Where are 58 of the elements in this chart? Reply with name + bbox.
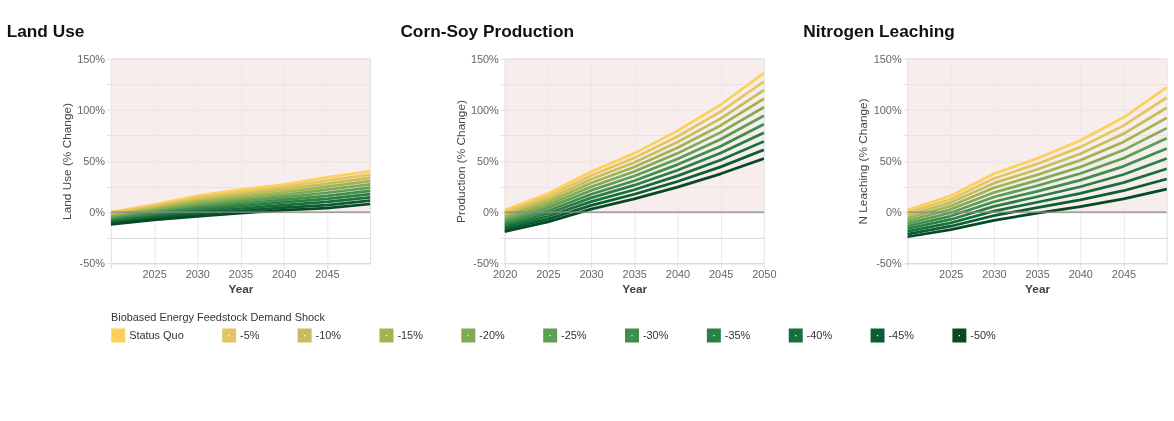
y-tick-label: 50%: [879, 155, 902, 168]
line-series: [906, 177, 1169, 236]
x-tick-label: 2045: [1111, 268, 1137, 281]
y-tick-label: 50%: [83, 155, 106, 168]
y-tick-label: -50%: [473, 257, 500, 270]
legend-label: -30%: [642, 329, 669, 342]
legend-label: -20%: [479, 329, 505, 342]
y-tick-label: 150%: [470, 52, 500, 65]
line-series: [906, 147, 1169, 228]
legend-label: -35%: [724, 329, 751, 342]
line-series: [906, 157, 1169, 231]
legend-label: -25%: [561, 329, 587, 342]
x-tick-label: 2045: [315, 268, 340, 281]
legend-label: -15%: [397, 329, 424, 342]
y-tick-label: 100%: [77, 103, 106, 116]
x-tick-label: 2030: [982, 268, 1007, 281]
x-tick-label: 2040: [665, 268, 691, 281]
legend-label: -40%: [806, 329, 833, 342]
y-axis-title: N Leaching (% Change): [856, 98, 871, 225]
chart-title: Land Use: [6, 20, 85, 41]
x-tick-label: 2025: [939, 268, 964, 281]
y-tick-label: -50%: [876, 257, 902, 270]
legend-label: -10%: [315, 329, 342, 342]
legend-label: -45%: [888, 329, 915, 342]
x-tick-label: 2025: [142, 268, 167, 281]
y-tick-label: 150%: [873, 52, 902, 65]
y-axis-title: Production (% Change): [453, 100, 468, 223]
x-tick-label: 2035: [228, 268, 254, 281]
y-tick-label: -50%: [79, 257, 106, 270]
line-series: [906, 187, 1169, 239]
x-tick-label: 2020: [493, 268, 518, 281]
y-axis-title: Land Use (% Change): [59, 102, 74, 220]
x-tick-label: 2025: [536, 268, 561, 281]
legend-label: -5%: [240, 329, 260, 342]
y-tick-label: 0%: [89, 206, 106, 219]
x-tick-label: 2035: [1025, 268, 1050, 281]
x-tick-label: 2030: [185, 268, 210, 281]
y-tick-label: 100%: [873, 103, 902, 116]
chart-title: Nitrogen Leaching: [803, 20, 955, 41]
y-tick-label: 50%: [476, 155, 500, 168]
legend-label: Status Quo: [129, 329, 184, 342]
y-tick-label: 0%: [885, 206, 902, 219]
x-tick-label: 2050: [752, 268, 777, 281]
line-series: [906, 167, 1169, 233]
y-tick-label: 0%: [483, 206, 500, 219]
x-tick-label: 2040: [272, 268, 297, 281]
x-tick-label: 2045: [709, 268, 734, 281]
y-tick-label: 100%: [470, 103, 500, 116]
x-axis-title: Year: [1025, 281, 1051, 296]
x-axis-title: Year: [228, 281, 254, 296]
legend-label: -50%: [970, 329, 997, 342]
x-tick-label: 2035: [622, 268, 647, 281]
chart-title: Corn-Soy Production: [400, 20, 575, 41]
x-tick-label: 2040: [1068, 268, 1093, 281]
legend-title: Biobased Energy Feedstock Demand Shock: [110, 310, 326, 323]
x-axis-title: Year: [622, 281, 648, 296]
x-tick-label: 2030: [579, 268, 604, 281]
y-tick-label: 150%: [77, 52, 106, 65]
